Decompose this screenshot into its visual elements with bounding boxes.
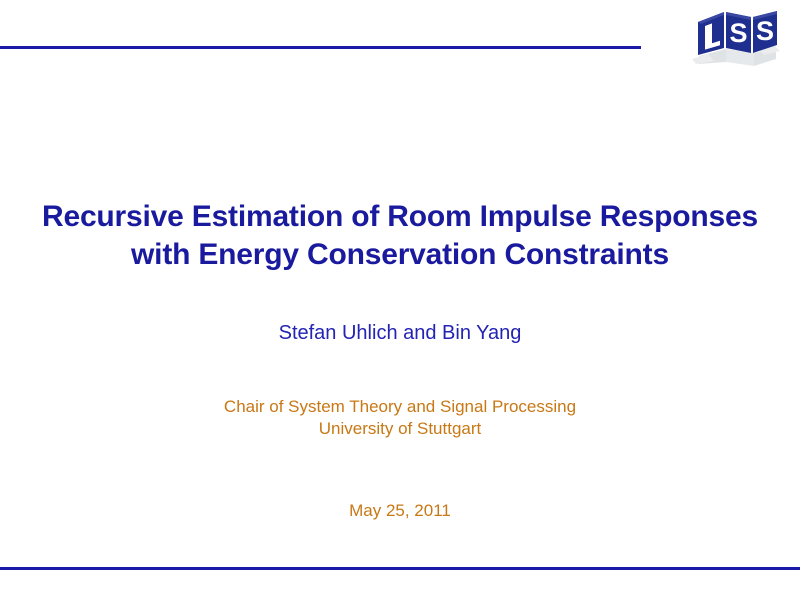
slide-title-line-1: Recursive Estimation of Room Impulse Res… bbox=[42, 200, 758, 233]
lss-logo-panel-s2: S bbox=[753, 11, 777, 53]
lss-logo-panel-l bbox=[698, 12, 724, 55]
top-divider bbox=[0, 46, 641, 49]
affiliation-line-1: Chair of System Theory and Signal Proces… bbox=[223, 397, 577, 416]
slide-title-line-2: with Energy Conservation Constraints bbox=[131, 238, 669, 271]
bottom-divider bbox=[0, 567, 800, 570]
svg-text:S: S bbox=[729, 18, 747, 48]
lss-logo-shadow bbox=[692, 45, 780, 66]
svg-text:S: S bbox=[756, 16, 774, 46]
lss-logo: S S bbox=[688, 4, 784, 70]
slide-title: Recursive Estimation of Room Impulse Res… bbox=[0, 198, 800, 274]
presentation-date: May 25, 2011 bbox=[349, 501, 451, 520]
authors-line: Stefan Uhlich and Bin Yang bbox=[278, 322, 522, 344]
lss-logo-panel-s1: S bbox=[726, 12, 751, 53]
affiliation-line-2: University of Stuttgart bbox=[318, 419, 482, 438]
affiliation-block: Chair of System Theory and Signal Proces… bbox=[0, 396, 800, 440]
